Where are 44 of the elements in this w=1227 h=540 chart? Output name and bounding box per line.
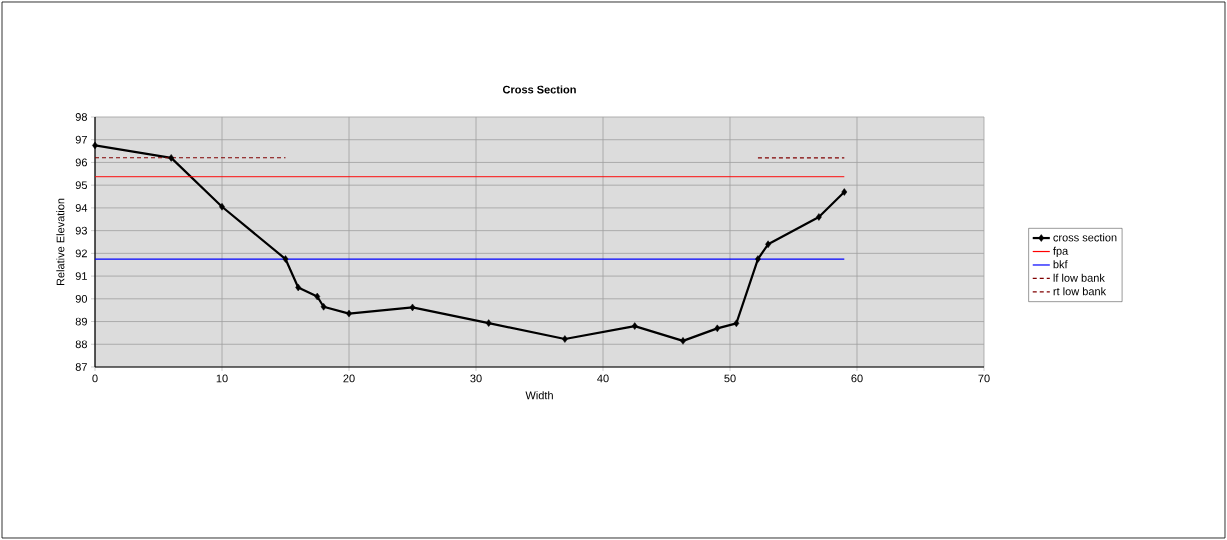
y-tick-label: 93 <box>75 226 87 235</box>
y-tick-label: 87 <box>75 363 87 371</box>
point <box>282 255 289 263</box>
y-tick-label: 88 <box>75 340 87 349</box>
point <box>714 324 721 333</box>
legend-label: fpa <box>1053 246 1069 258</box>
chart-title: Cross Section <box>502 85 576 94</box>
point <box>816 213 822 221</box>
x-tick-label: 0 <box>92 374 98 383</box>
x-tick-label: 10 <box>216 374 228 383</box>
point <box>733 319 740 328</box>
y-tick-label: 92 <box>75 249 87 258</box>
legend-label: lf low bank <box>1053 273 1105 282</box>
point <box>485 319 492 327</box>
x-axis-title: Width <box>525 391 553 400</box>
point <box>841 188 848 196</box>
point <box>680 337 686 345</box>
legend-label: cross section <box>1053 233 1117 242</box>
x-tick-label: 20 <box>343 374 355 383</box>
x-tick-label: 70 <box>978 374 990 383</box>
y-tick-label: 95 <box>75 181 87 190</box>
y-tick-label: 97 <box>75 135 87 144</box>
point <box>219 203 225 211</box>
x-tick-label: 40 <box>597 374 609 383</box>
y-axis-title: Relative Elevation <box>56 198 65 286</box>
point <box>755 255 761 263</box>
y-tick-label: 89 <box>75 317 87 326</box>
y-tick-label: 91 <box>75 272 87 280</box>
x-tick-label: 50 <box>724 374 736 383</box>
y-tick-label: 90 <box>75 294 88 303</box>
point <box>562 335 568 343</box>
point <box>320 303 327 311</box>
y-tick-label: 98 <box>75 113 87 121</box>
point <box>631 322 638 330</box>
legend-label: rt low bank <box>1053 287 1107 296</box>
y-tick-label: 94 <box>75 204 88 212</box>
legend-label: bkf <box>1053 260 1068 269</box>
x-tick-label: 30 <box>470 374 482 383</box>
point <box>314 292 321 301</box>
point <box>295 283 302 292</box>
x-tick-label: 60 <box>851 374 863 383</box>
point <box>168 154 175 162</box>
point <box>409 303 416 312</box>
y-tick-label: 96 <box>75 158 87 167</box>
